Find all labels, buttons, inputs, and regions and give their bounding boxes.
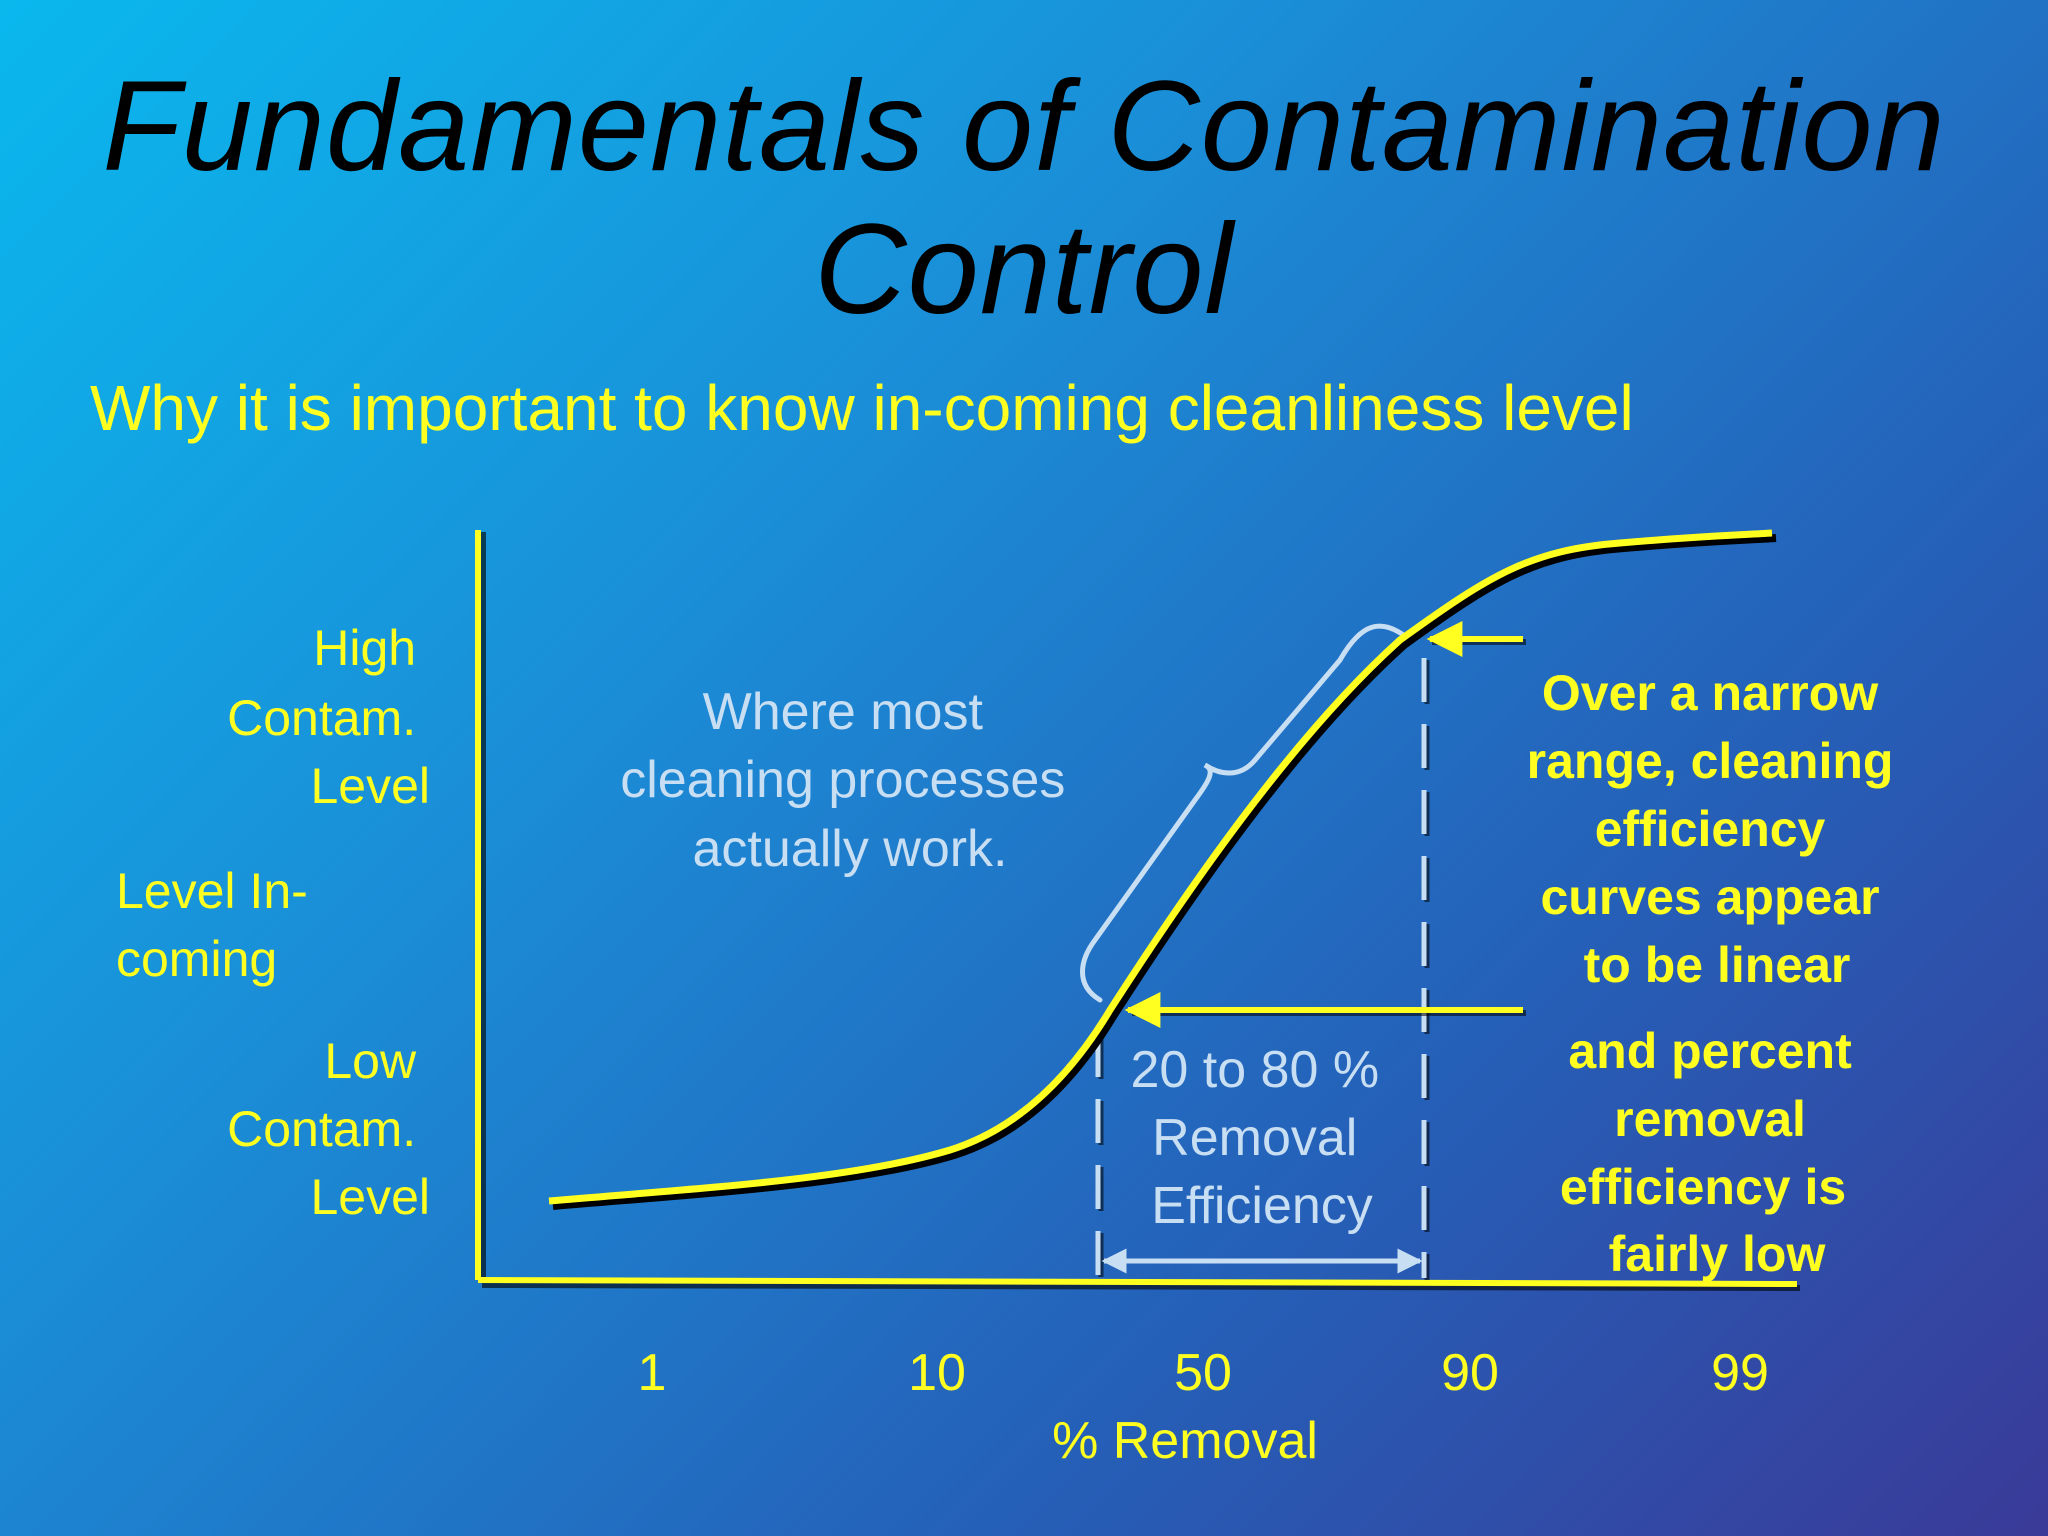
x-axis-label: % Removal	[1052, 1412, 1318, 1470]
y-label-low: Low Contam. Level	[227, 1033, 430, 1225]
pointer-arrows	[1124, 621, 1526, 1028]
x-tick-99: 99	[1711, 1344, 1769, 1402]
x-tick-1: 1	[638, 1344, 667, 1402]
title-line-2: Control	[814, 198, 1234, 341]
range-label: 20 to 80 % Removal Efficiency	[1130, 1041, 1393, 1235]
axes	[475, 530, 1801, 1291]
note-where-most: Where most cleaning processes actually w…	[620, 683, 1080, 878]
x-tick-10: 10	[908, 1344, 966, 1402]
x-axis	[477, 1277, 1798, 1287]
efficiency-curve	[548, 529, 1777, 1210]
slide-title: Fundamentals of Contamination Control	[0, 55, 2048, 341]
title-line-1: Fundamentals of Contamination	[102, 55, 1946, 198]
note-low-efficiency: and percent removal efficiency is fairly…	[1560, 1023, 1866, 1282]
y-label-high: High Contam. Level	[227, 620, 430, 814]
note-linear: Over a narrow range, cleaning efficiency…	[1527, 665, 1908, 993]
curly-brace	[1080, 623, 1413, 1003]
y-label-incoming: Level In- coming	[116, 863, 322, 987]
x-tick-50: 50	[1174, 1344, 1232, 1402]
range-dashed-lines	[1095, 658, 1430, 1280]
slide-subtitle: Why it is important to know in-coming cl…	[90, 372, 1634, 444]
x-tick-90: 90	[1441, 1344, 1499, 1402]
x-ticks: 1 10 50 90 99	[638, 1344, 1769, 1402]
